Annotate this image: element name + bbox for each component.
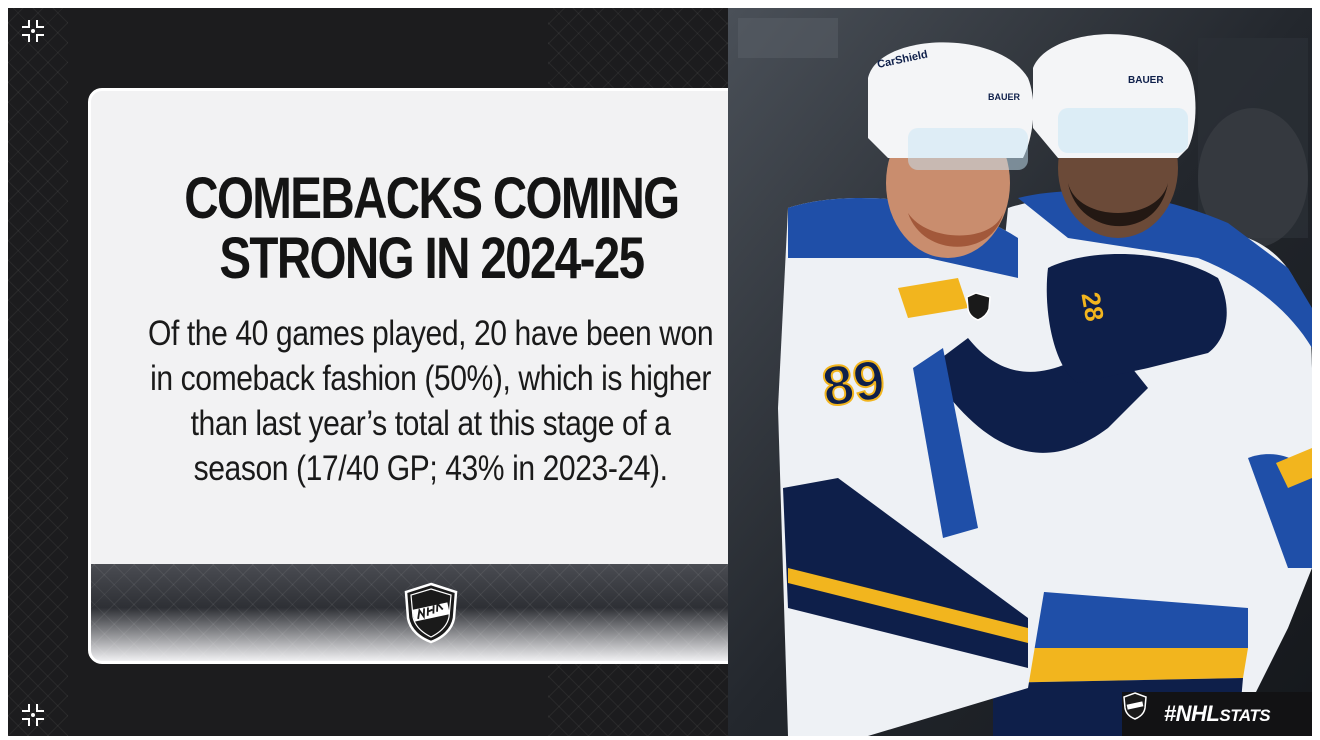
hashtag-badge: #NHLSTATS — [1122, 692, 1312, 736]
players-illustration: BAUER 89 28 CarShield BAUER — [728, 8, 1312, 736]
nhl-shield-icon — [404, 582, 458, 643]
description-line-3: than last year’s total at this stage of … — [191, 404, 671, 443]
helmet-brand-left: BAUER — [988, 92, 1021, 102]
corner-mark-icon — [22, 20, 44, 42]
stat-card: COMEBACKS COMING STRONG IN 2024-25 Of th… — [88, 88, 774, 664]
headline-line-2: STRONG IN 2024-25 — [218, 226, 645, 291]
description-line-1: Of the 40 games played, 20 have been won — [148, 314, 714, 353]
card-footer — [91, 564, 771, 661]
headline-line-1: COMEBACKS COMING — [183, 166, 680, 231]
card-body: COMEBACKS COMING STRONG IN 2024-25 Of th… — [91, 91, 771, 567]
headline: COMEBACKS COMING STRONG IN 2024-25 — [183, 166, 680, 291]
helmet-brand-right: BAUER — [1128, 75, 1164, 86]
graphic-canvas: COMEBACKS COMING STRONG IN 2024-25 Of th… — [8, 8, 1312, 736]
description-line-4: season (17/40 GP; 43% in 2023-24). — [194, 449, 668, 488]
description-line-2: in comeback fashion (50%), which is high… — [150, 359, 712, 398]
player-photo: BAUER 89 28 CarShield BAUER — [728, 8, 1312, 736]
nhl-shield-icon — [1123, 692, 1147, 720]
corner-mark-icon — [22, 704, 44, 726]
jersey-number: 89 — [818, 347, 888, 418]
glove-number: 28 — [1075, 290, 1110, 324]
stat-description: Of the 40 games played, 20 have been won… — [148, 311, 714, 491]
hashtag-word: STATS — [1219, 706, 1271, 725]
hashtag-prefix: #NHL — [1163, 701, 1220, 726]
left-pattern — [8, 8, 68, 736]
hashtag-text: #NHLSTATS — [1163, 701, 1271, 727]
chest-nhl-shield-icon — [966, 292, 991, 321]
